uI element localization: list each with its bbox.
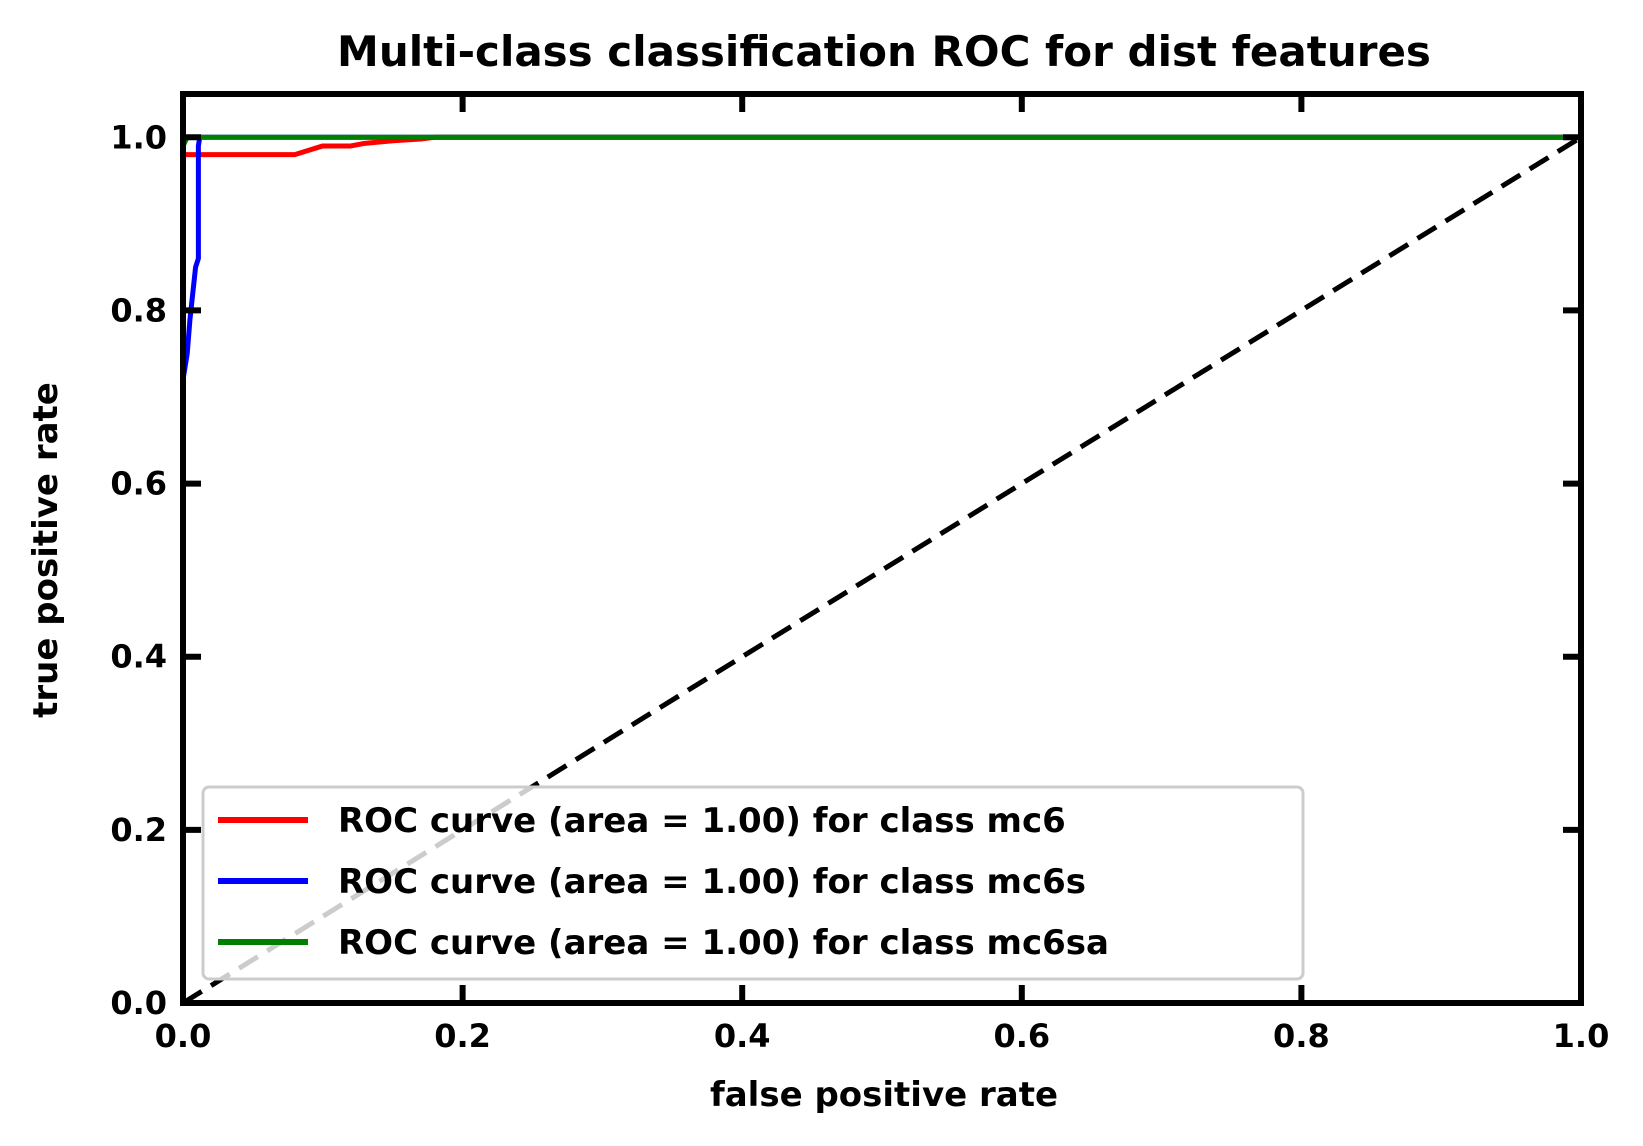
- legend-label-mc6: ROC curve (area = 1.00) for class mc6: [338, 801, 1066, 841]
- legend-label-mc6sa: ROC curve (area = 1.00) for class mc6sa: [338, 923, 1109, 963]
- legend-box: [201, 785, 1305, 981]
- x-tick-label: 0.0: [155, 1017, 212, 1055]
- plot-frame: [180, 91, 1584, 1006]
- y-axis-label: true positive rate: [26, 382, 66, 718]
- x-tick-label: 0.6: [993, 1017, 1050, 1055]
- plot-area: 0.0 0.2 0.4 0.6 0.8 1.0 0.0 0.2 0.4 0.6 0.8 1.0: [110, 91, 1610, 1055]
- chart-title: Multi-class classification ROC for dist …: [337, 27, 1431, 76]
- x-tick-label: 0.4: [714, 1017, 771, 1055]
- y-tick-label: 0.4: [110, 638, 167, 676]
- x-tick-label: 0.2: [434, 1017, 491, 1055]
- y-tick-label: 0.0: [110, 984, 167, 1022]
- x-tick-label: 1.0: [1553, 1017, 1610, 1055]
- x-axis-label: false positive rate: [710, 1075, 1058, 1115]
- legend-label-mc6s: ROC curve (area = 1.00) for class mc6s: [338, 862, 1086, 902]
- legend: ROC curve (area = 1.00) for class mc6 RO…: [201, 785, 1305, 981]
- y-tick-label: 0.8: [110, 291, 167, 329]
- y-tick-label: 0.6: [110, 465, 167, 503]
- y-tick-label: 0.2: [110, 811, 167, 849]
- x-tick-label: 0.8: [1273, 1017, 1330, 1055]
- y-tick-label: 1.0: [110, 118, 167, 156]
